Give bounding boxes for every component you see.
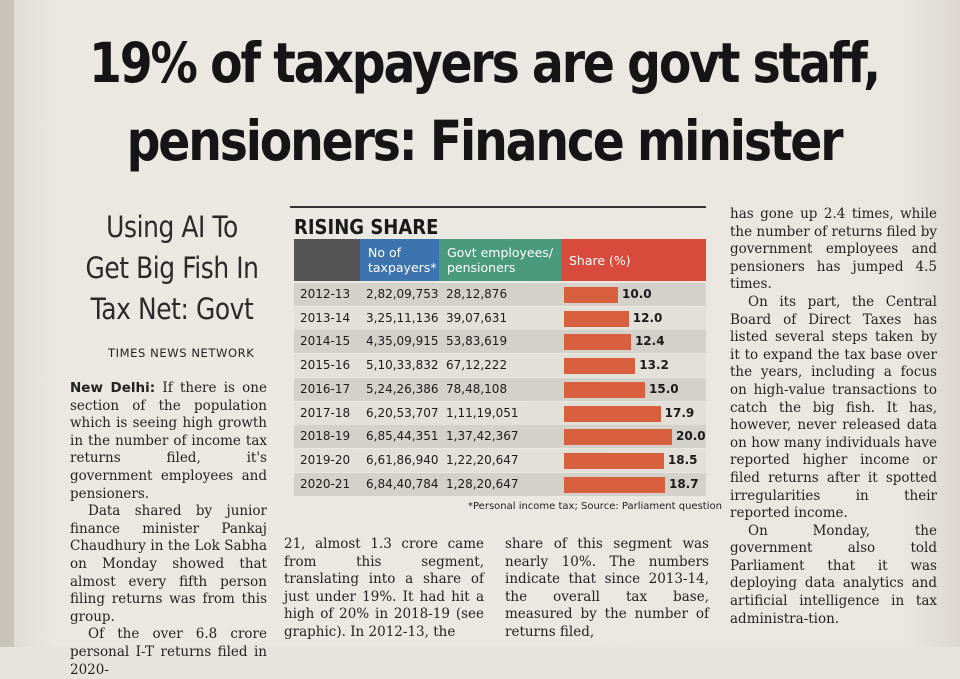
header-govt: Govt employees/ pensioners bbox=[439, 239, 561, 281]
table-row: 2019-20 6,61,86,940 1,22,20,647 18.5 bbox=[294, 448, 706, 472]
column-4-paragraph-1: has gone up 2.4 times, while the number … bbox=[730, 206, 937, 293]
taxpayers-cell: 6,84,40,784 bbox=[366, 476, 439, 491]
share-bar bbox=[564, 405, 661, 422]
share-bar bbox=[564, 310, 629, 327]
table-row: 2014-15 4,35,09,915 53,83,619 12.4 bbox=[294, 330, 706, 354]
header-govt-line-1: Govt employees/ bbox=[447, 245, 554, 260]
table-row: 2012-13 2,82,09,753 28,12,876 10.0 bbox=[294, 283, 706, 306]
table-row: 2020-21 6,84,40,784 1,28,20,647 18.7 bbox=[294, 472, 706, 496]
taxpayers-cell: 5,10,33,832 bbox=[366, 358, 439, 373]
table-row: 2018-19 6,85,44,351 1,37,42,367 20.0 bbox=[294, 425, 706, 449]
govt-cell: 78,48,108 bbox=[446, 381, 508, 396]
share-label: 13.2 bbox=[639, 358, 669, 373]
taxpayers-cell: 2,82,09,753 bbox=[366, 287, 439, 301]
govt-cell: 67,12,222 bbox=[446, 358, 508, 373]
dateline: New Delhi: bbox=[70, 380, 156, 396]
govt-cell: 39,07,631 bbox=[446, 310, 508, 325]
column-4-paragraph-3: On Monday, the government also told Parl… bbox=[730, 522, 937, 627]
year-cell: 2018-19 bbox=[300, 429, 351, 444]
taxpayers-cell: 5,24,26,386 bbox=[366, 381, 439, 396]
year-cell: 2016-17 bbox=[300, 381, 351, 396]
year-cell: 2017-18 bbox=[300, 405, 351, 420]
year-cell: 2013-14 bbox=[300, 310, 351, 325]
year-cell: 2012-13 bbox=[300, 287, 351, 301]
header-govt-line-2: pensioners bbox=[447, 260, 516, 275]
rising-share-table: No of taxpayers* Govt employees/ pension… bbox=[294, 239, 706, 496]
govt-cell: 1,37,42,367 bbox=[446, 429, 519, 444]
column-2-text: 21, almost 1.3 crore came from this segm… bbox=[284, 536, 484, 640]
column-4-paragraph-2: On its part, the Central Board of Direct… bbox=[730, 293, 937, 522]
headline-line-1: 19% of taxpayers are govt staff, bbox=[89, 31, 881, 95]
share-bar bbox=[564, 476, 665, 493]
share-bar bbox=[564, 287, 618, 303]
paragraph-1: If there is one section of the populatio… bbox=[70, 380, 267, 502]
year-cell: 2015-16 bbox=[300, 358, 351, 373]
share-bar bbox=[564, 381, 645, 398]
share-bar bbox=[564, 452, 664, 469]
header-year bbox=[294, 239, 360, 281]
govt-cell: 1,11,19,051 bbox=[446, 405, 519, 420]
year-cell: 2020-21 bbox=[300, 476, 351, 491]
chart-top-rule bbox=[290, 206, 706, 208]
share-label: 18.7 bbox=[668, 476, 699, 491]
paragraph-2: Data shared by junior finance minister P… bbox=[70, 503, 267, 625]
govt-cell: 53,83,619 bbox=[446, 334, 508, 349]
taxpayers-cell: 6,61,86,940 bbox=[366, 452, 439, 467]
header-taxpayers-line-2: taxpayers* bbox=[368, 260, 437, 275]
subhead-line-2: Get Big Fish In bbox=[85, 251, 259, 285]
year-cell: 2014-15 bbox=[300, 334, 351, 349]
subhead-line-3: Tax Net: Govt bbox=[90, 292, 254, 326]
header-share: Share (%) bbox=[561, 239, 706, 281]
table-row: 2015-16 5,10,33,832 67,12,222 13.2 bbox=[294, 354, 706, 378]
taxpayers-cell: 6,85,44,351 bbox=[366, 429, 439, 444]
share-label: 12.0 bbox=[632, 310, 663, 325]
article-column-1: New Delhi: If there is one section of th… bbox=[70, 380, 267, 679]
header-taxpayers: No of taxpayers* bbox=[360, 239, 439, 281]
share-bar bbox=[564, 429, 672, 446]
table-row: 2016-17 5,24,26,386 78,48,108 15.0 bbox=[294, 377, 706, 401]
column-3-text: share of this segment was nearly 10%. Th… bbox=[505, 536, 709, 640]
share-label: 20.0 bbox=[676, 429, 706, 444]
article-column-3: share of this segment was nearly 10%. Th… bbox=[505, 536, 709, 642]
table-row: 2013-14 3,25,11,136 39,07,631 12.0 bbox=[294, 306, 706, 330]
article-column-2: 21, almost 1.3 crore came from this segm… bbox=[284, 536, 484, 642]
chart-title: RISING SHARE bbox=[294, 215, 439, 239]
chart-footnote: *Personal income tax; Source: Parliament… bbox=[468, 501, 722, 512]
headline-line-2: pensioners: Finance minister bbox=[126, 109, 844, 173]
share-bar bbox=[564, 334, 631, 351]
govt-cell: 28,12,876 bbox=[446, 287, 508, 301]
share-label: 18.5 bbox=[667, 452, 698, 467]
table-row: 2017-18 6,20,53,707 1,11,19,051 17.9 bbox=[294, 401, 706, 425]
govt-cell: 1,28,20,647 bbox=[446, 476, 519, 491]
share-bar bbox=[564, 358, 636, 375]
year-cell: 2019-20 bbox=[300, 452, 351, 467]
taxpayers-cell: 4,35,09,915 bbox=[366, 334, 439, 349]
article-column-4: has gone up 2.4 times, while the number … bbox=[730, 206, 937, 628]
share-label: 12.4 bbox=[634, 334, 665, 349]
share-label: 10.0 bbox=[622, 287, 652, 301]
subhead-line-1: Using AI To bbox=[106, 210, 238, 244]
paragraph-3: Of the over 6.8 crore personal I-T retur… bbox=[70, 626, 267, 678]
header-taxpayers-line-1: No of bbox=[368, 245, 402, 260]
taxpayers-cell: 3,25,11,136 bbox=[366, 310, 439, 325]
page-edge bbox=[0, 0, 14, 647]
byline: TIMES NEWS NETWORK bbox=[108, 346, 255, 360]
share-label: 15.0 bbox=[649, 381, 679, 396]
taxpayers-cell: 6,20,53,707 bbox=[366, 405, 439, 420]
share-label: 17.9 bbox=[664, 405, 695, 420]
govt-cell: 1,22,20,647 bbox=[446, 452, 519, 467]
